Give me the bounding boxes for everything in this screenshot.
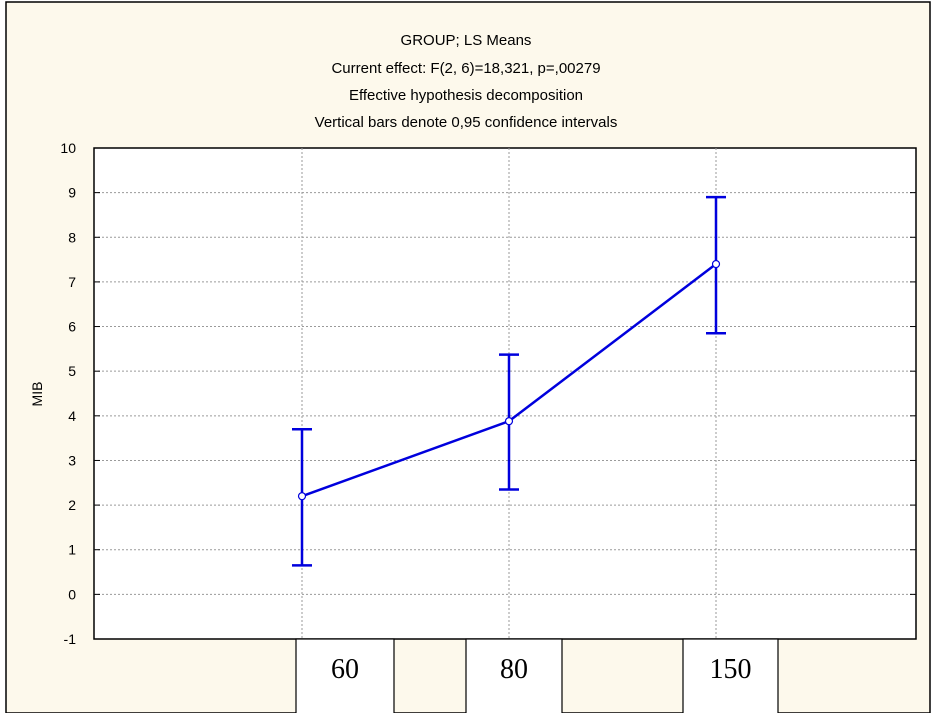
plot-area <box>93 147 917 640</box>
x-tick-label: 80 <box>500 654 528 685</box>
y-tick-label: 4 <box>68 408 76 424</box>
y-tick-label: 8 <box>68 229 76 245</box>
x-category-box <box>295 638 395 716</box>
data-point-80 <box>504 417 514 426</box>
y-tick-label: 2 <box>68 497 76 513</box>
data-point-150 <box>711 259 721 269</box>
chart-subtitle-effect: Current effect: F(2, 6)=18,321, p=,00279 <box>331 60 601 77</box>
y-tick-label: 5 <box>68 363 76 379</box>
y-tick-label: -1 <box>64 631 77 647</box>
data-point-60 <box>297 492 307 501</box>
y-tick-label: 1 <box>68 542 76 558</box>
y-tick-label: 3 <box>68 452 76 468</box>
x-tick-label: 150 <box>710 654 752 685</box>
x-category-box <box>682 638 779 716</box>
y-tick-label: 9 <box>68 185 76 201</box>
chart-title: GROUP; LS Means <box>400 32 532 49</box>
x-tick-label: 60 <box>331 654 359 685</box>
x-category-box <box>465 638 563 716</box>
y-tick-label: 7 <box>68 274 76 290</box>
chart-subtitle-ci-note: Vertical bars denote 0,95 confidence int… <box>314 114 618 131</box>
series-layer <box>292 195 726 567</box>
chart-subtitle-decomposition: Effective hypothesis decomposition <box>348 87 584 104</box>
grid-layer <box>94 148 916 639</box>
y-tick-label: 0 <box>68 586 76 602</box>
y-axis-label: MIB <box>29 382 45 407</box>
y-tick-label: 6 <box>68 319 76 335</box>
y-tick-label: 10 <box>60 140 76 156</box>
x-axis: 60 80 150 <box>295 638 779 716</box>
